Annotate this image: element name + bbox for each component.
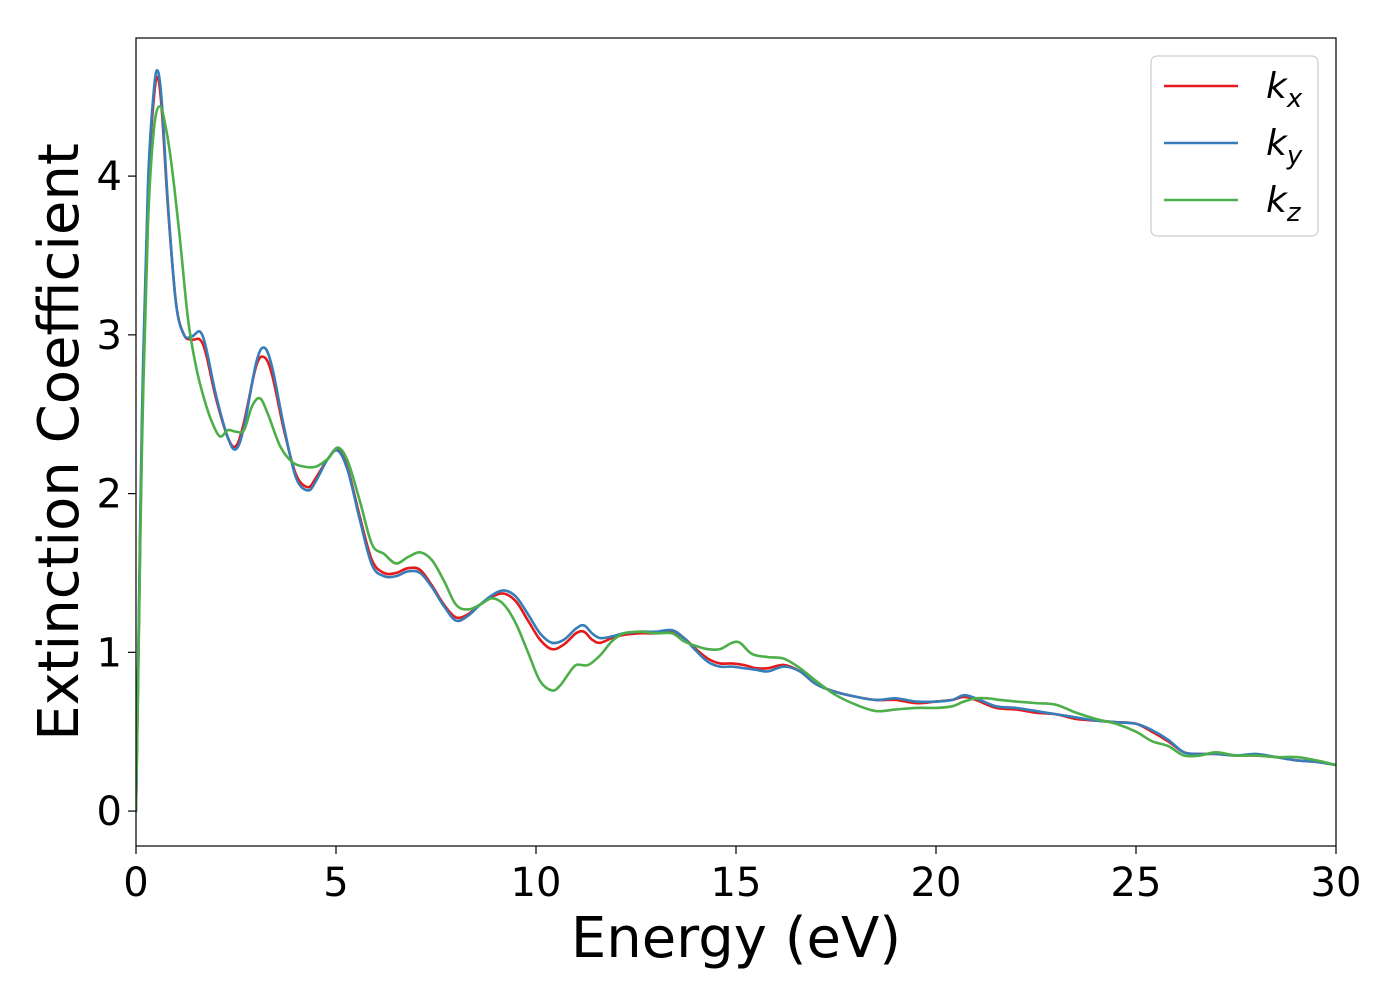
y-tick-label: 1	[97, 630, 122, 676]
x-axis-title: Energy (eV)	[571, 906, 901, 971]
series-line-k-z	[136, 104, 1336, 813]
y-tick-label: 2	[97, 472, 122, 518]
legend-label-subscript: y	[1286, 141, 1303, 171]
y-tick-label: 4	[97, 154, 122, 200]
legend-label-x: kx	[1266, 66, 1303, 114]
plot-background	[136, 38, 1336, 846]
legend-label-subscript: z	[1286, 198, 1302, 228]
legend-label-subscript: x	[1286, 84, 1303, 114]
legend-label-y: ky	[1266, 123, 1303, 171]
y-axis-title: Extinction Coefficient	[27, 143, 92, 741]
legend-label-base: k	[1266, 180, 1289, 221]
legend-box	[1150, 55, 1319, 237]
series-line-k-y	[136, 69, 1336, 813]
x-tick-label: 15	[711, 860, 762, 906]
y-axis: 0 1 2 3 4	[97, 154, 136, 835]
x-axis: 0 5 10 15 20 25 30	[123, 846, 1361, 906]
x-tick-label: 0	[123, 860, 148, 906]
legend-label-z: kz	[1266, 180, 1302, 228]
x-tick-label: 20	[911, 860, 962, 906]
x-tick-label: 25	[1111, 860, 1162, 906]
y-tick-label: 3	[97, 313, 122, 359]
legend-label-base: k	[1266, 123, 1289, 164]
x-tick-label: 30	[1311, 860, 1362, 906]
series-layer	[136, 69, 1336, 813]
legend-label-base: k	[1266, 66, 1289, 107]
x-tick-label: 10	[511, 860, 562, 906]
y-tick-label: 0	[97, 789, 122, 835]
x-tick-label: 5	[323, 860, 348, 906]
